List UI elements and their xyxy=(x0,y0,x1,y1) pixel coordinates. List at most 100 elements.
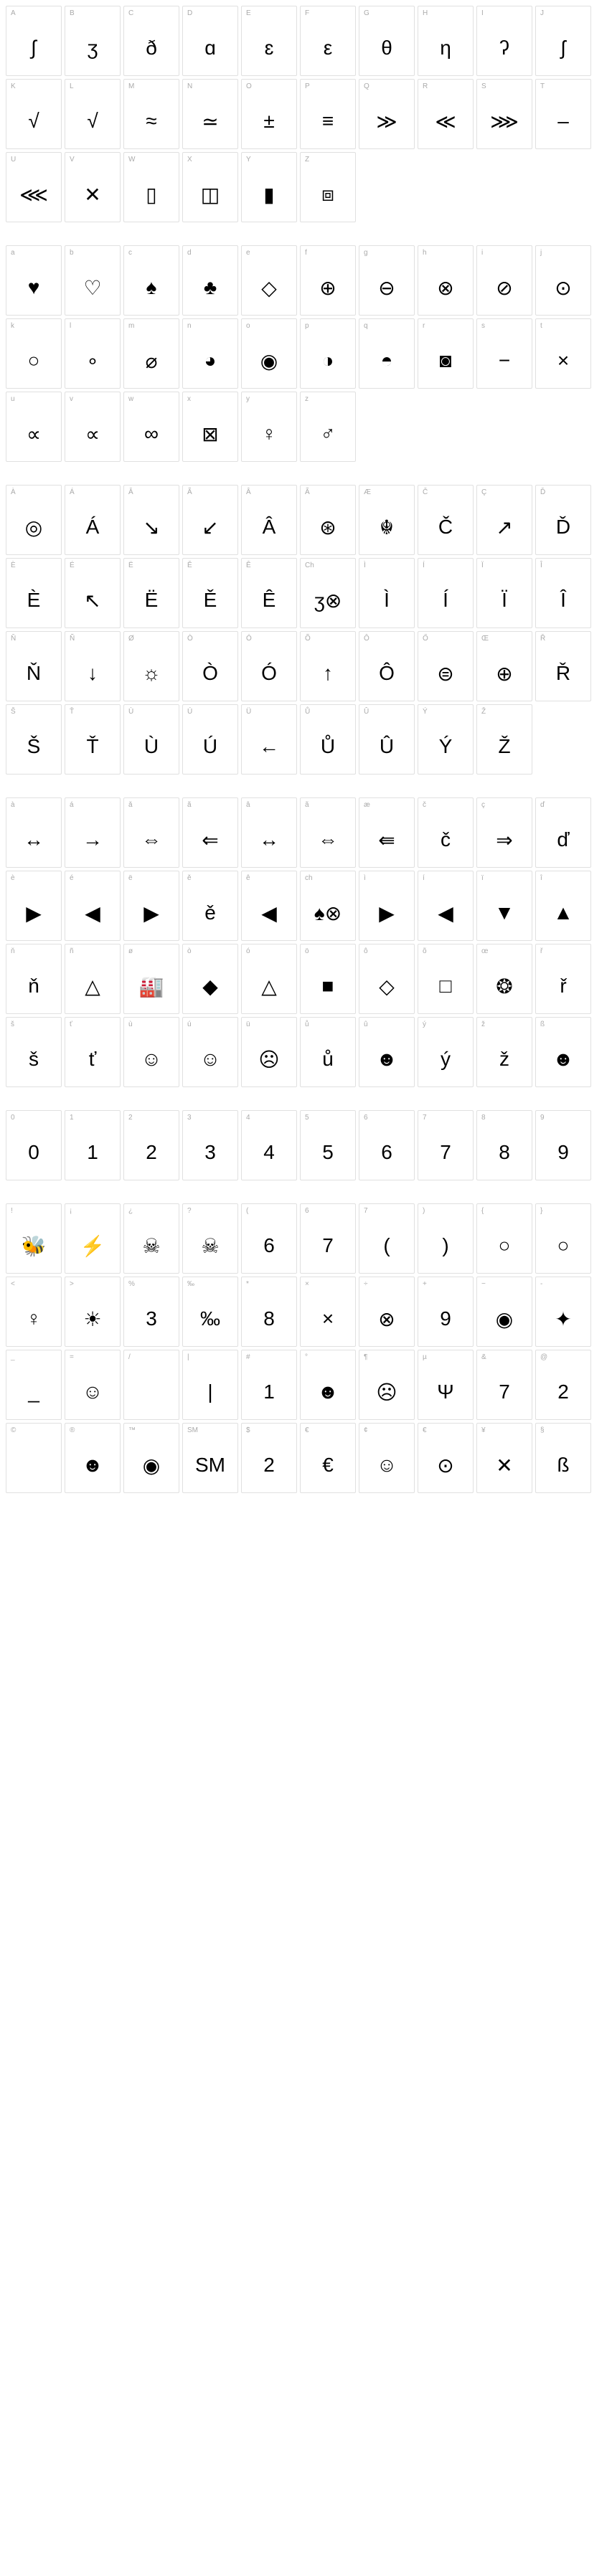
glyph-cell: ô◇ xyxy=(359,944,415,1014)
glyph-label: ï xyxy=(477,871,532,886)
glyph-cell: =☺ xyxy=(65,1350,121,1420)
glyph-cell: −◉ xyxy=(476,1277,532,1347)
glyph-label: í xyxy=(418,871,473,886)
glyph-label: A xyxy=(6,6,61,21)
glyph-label: 7 xyxy=(359,1204,414,1218)
glyph-label: * xyxy=(242,1277,296,1292)
glyph-label: = xyxy=(65,1350,120,1365)
glyph-cell: ú☺ xyxy=(182,1017,238,1087)
glyph-symbol: − xyxy=(477,333,532,388)
glyph-symbol: ◀ xyxy=(418,886,473,940)
glyph-label: Î xyxy=(536,559,590,573)
glyph-label: ¢ xyxy=(359,1424,414,1438)
glyph-label: ì xyxy=(359,871,414,886)
glyph-label: 6 xyxy=(359,1111,414,1125)
glyph-label: E xyxy=(242,6,296,21)
glyph-cell: o◉ xyxy=(241,318,297,389)
glyph-label: × xyxy=(301,1277,355,1292)
glyph-cell: ĚĚ xyxy=(182,558,238,628)
glyph-cell: i⊘ xyxy=(476,245,532,316)
glyph-symbol: 7 xyxy=(477,1365,532,1419)
glyph-cell: d♣ xyxy=(182,245,238,316)
glyph-symbol: ♡ xyxy=(65,260,120,315)
glyph-cell: ã⇔ xyxy=(300,797,356,868)
glyph-label: ™ xyxy=(124,1424,179,1438)
glyph-symbol: 2 xyxy=(242,1438,296,1492)
glyph-symbol: ○ xyxy=(477,1218,532,1273)
glyph-symbol: Á xyxy=(65,500,120,554)
glyph-symbol: η xyxy=(418,21,473,75)
glyph-cell: ã⇐ xyxy=(182,797,238,868)
glyph-label: æ xyxy=(359,798,414,813)
glyph-cell: €€ xyxy=(300,1423,356,1493)
glyph-symbol: ↔ xyxy=(242,813,296,867)
glyph-cell: ÈÈ xyxy=(6,558,62,628)
glyph-cell: ĎĎ xyxy=(535,485,591,555)
glyph-label: ť xyxy=(65,1018,120,1032)
glyph-label: Ě xyxy=(183,559,237,573)
glyph-cell: Œ⊕ xyxy=(476,631,532,701)
glyph-cell: Ã↙ xyxy=(182,485,238,555)
glyph-cell: Dɑ xyxy=(182,6,238,76)
glyph-cell: c♠ xyxy=(123,245,179,316)
glyph-cell: Gθ xyxy=(359,6,415,76)
glyph-label: ? xyxy=(183,1204,237,1218)
glyph-label: 8 xyxy=(477,1111,532,1125)
glyph-label: Ó xyxy=(242,632,296,646)
glyph-cell: -✦ xyxy=(535,1277,591,1347)
glyph-symbol: ⊙ xyxy=(418,1438,473,1492)
glyph-cell: â↔ xyxy=(241,797,297,868)
glyph-label: m xyxy=(124,319,179,333)
glyph-symbol: ⊕ xyxy=(301,260,355,315)
glyph-label: à xyxy=(6,798,61,813)
glyph-label: Ì xyxy=(359,559,414,573)
glyph-cell: ¡⚡ xyxy=(65,1203,121,1274)
glyph-cell: Õ↑ xyxy=(300,631,356,701)
glyph-label: š xyxy=(6,1018,61,1032)
glyph-label: Ů xyxy=(301,705,355,719)
glyph-symbol: ∝ xyxy=(65,407,120,461)
glyph-label: − xyxy=(477,1277,532,1292)
glyph-cell: #1 xyxy=(241,1350,297,1420)
glyph-symbol: ⊠ xyxy=(183,407,237,461)
glyph-symbol: θ xyxy=(359,21,414,75)
glyph-symbol: ☻ xyxy=(536,1032,590,1086)
glyph-symbol: 4 xyxy=(242,1125,296,1180)
glyph-label: M xyxy=(124,80,179,94)
glyph-cell: N≃ xyxy=(182,79,238,149)
glyph-cell: æ⇚ xyxy=(359,797,415,868)
glyph-cell: ýý xyxy=(418,1017,474,1087)
glyph-label: F xyxy=(301,6,355,21)
glyph-cell: a♥ xyxy=(6,245,62,316)
glyph-symbol: ◉ xyxy=(124,1438,179,1492)
glyph-symbol: Ň xyxy=(6,646,61,701)
glyph-cell: Eɛ xyxy=(241,6,297,76)
glyph-label: õ xyxy=(418,944,473,959)
glyph-cell: ňň xyxy=(6,944,62,1014)
glyph-label: ü xyxy=(242,1018,296,1032)
glyph-label: O xyxy=(242,80,296,94)
glyph-label: H xyxy=(418,6,473,21)
glyph-label: ( xyxy=(242,1204,296,1218)
glyph-symbol: Î xyxy=(536,573,590,628)
glyph-label: l xyxy=(65,319,120,333)
glyph-symbol: ⋙ xyxy=(477,94,532,148)
glyph-symbol: ♥ xyxy=(6,260,61,315)
glyph-label: / xyxy=(124,1350,179,1365)
glyph-label: j xyxy=(536,246,590,260)
glyph-cell: b♡ xyxy=(65,245,121,316)
glyph-cell: p◑ xyxy=(300,318,356,389)
glyph-symbol: ß xyxy=(536,1438,590,1492)
glyph-cell: ťť xyxy=(65,1017,121,1087)
glyph-symbol: ≫ xyxy=(359,94,414,148)
glyph-label: x xyxy=(183,392,237,407)
glyph-symbol: ý xyxy=(418,1032,473,1086)
glyph-label: J xyxy=(536,6,590,21)
glyph-label: ê xyxy=(242,871,296,886)
glyph-label: 5 xyxy=(301,1111,355,1125)
glyph-symbol xyxy=(6,1438,61,1492)
glyph-label: Š xyxy=(6,705,61,719)
glyph-cell: ×× xyxy=(300,1277,356,1347)
glyph-cell: 7( xyxy=(359,1203,415,1274)
glyph-label: ) xyxy=(418,1204,473,1218)
